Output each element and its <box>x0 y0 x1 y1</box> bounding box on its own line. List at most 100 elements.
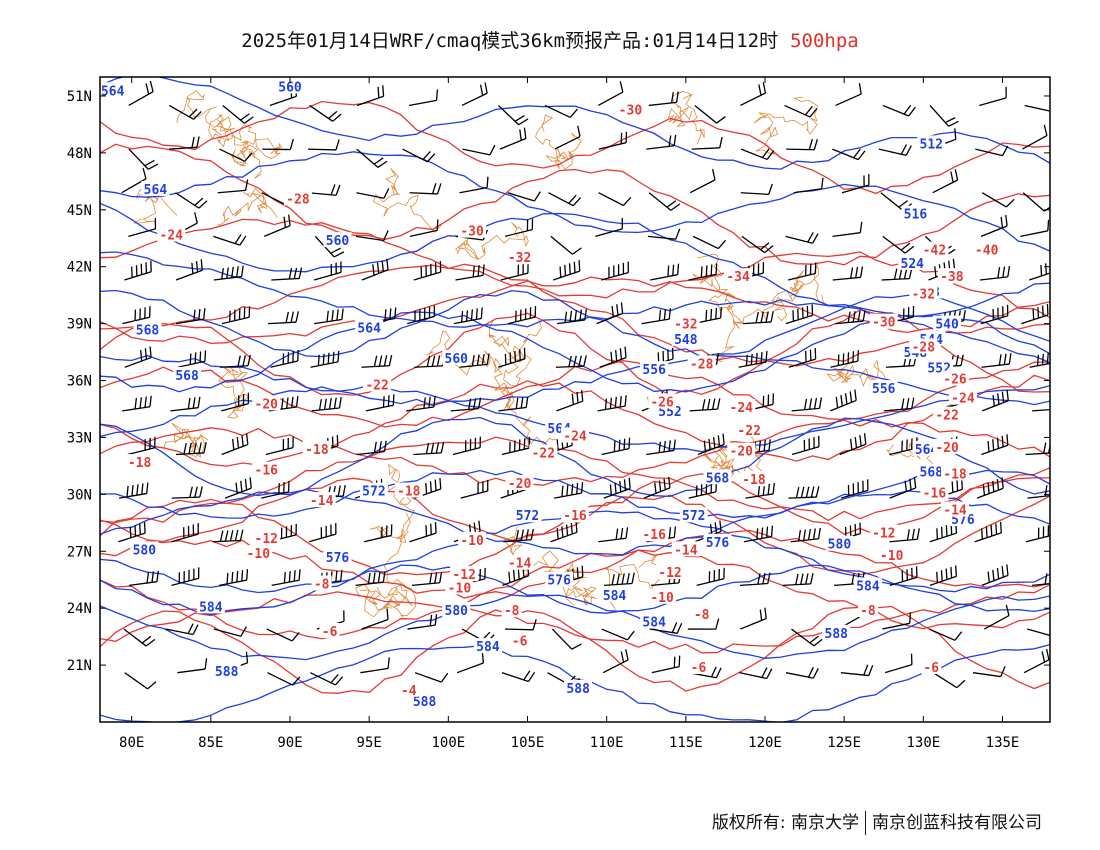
temperature-label: -38 <box>940 270 964 285</box>
temperature-label-bg <box>691 605 712 621</box>
wind-barb <box>308 184 341 196</box>
wind-barb <box>981 353 1012 368</box>
wind-barb <box>501 670 536 683</box>
height-label: 572 <box>682 509 705 524</box>
temperature-label: -20 <box>730 445 754 460</box>
wind-barb <box>550 521 578 543</box>
wind-barb <box>1025 525 1050 543</box>
boundary-line <box>426 330 503 387</box>
wind-barb <box>361 258 389 281</box>
wind-barb <box>502 564 530 587</box>
temperature-label-bg <box>948 389 977 405</box>
wind-barb <box>498 347 526 368</box>
temperature-label: -18 <box>742 473 766 488</box>
wind-barb <box>270 349 299 368</box>
wind-barb <box>791 628 823 647</box>
wind-barb <box>601 628 635 641</box>
wind-barb <box>453 307 483 325</box>
temperature-label-bg <box>941 501 969 517</box>
wind-barb <box>643 476 671 499</box>
wind-barb <box>221 392 250 412</box>
height-label-bg <box>359 482 388 498</box>
temperature-label: -14 <box>508 557 532 572</box>
lat-tick-label: 30N <box>67 487 92 503</box>
credit-separator <box>865 811 866 835</box>
lon-tick-label: 100E <box>431 735 465 751</box>
temperature-label: -10 <box>880 549 904 564</box>
height-label-bg <box>703 469 732 485</box>
temperature-label-bg <box>727 442 756 458</box>
wind-barb <box>548 192 582 207</box>
wind-barb <box>692 235 727 250</box>
wind-barb <box>647 228 681 240</box>
wind-barb <box>601 437 631 456</box>
height-contour <box>100 77 1050 170</box>
temperature-label: -16 <box>563 509 587 524</box>
wind-barb <box>981 434 1009 456</box>
wind-barb <box>980 304 1009 325</box>
height-label-bg <box>173 366 202 382</box>
wind-barb <box>268 311 299 325</box>
wind-barb <box>835 83 862 107</box>
temperature-label-bg <box>311 575 332 591</box>
wind-barb <box>507 306 537 325</box>
height-label: 560 <box>326 234 350 249</box>
temperature-label-bg <box>505 554 534 570</box>
wind-barb <box>689 398 721 412</box>
temperature-contour <box>100 276 1050 345</box>
wind-barb <box>979 86 1007 107</box>
temperature-label: -22 <box>365 378 388 393</box>
wind-barb <box>648 91 679 107</box>
wind-barb <box>787 262 817 281</box>
wind-barb <box>271 267 303 281</box>
wind-barb <box>128 80 154 107</box>
height-label: 580 <box>828 538 852 553</box>
temperature-label-bg <box>505 249 534 265</box>
wind-barb <box>309 104 342 122</box>
temperature-label-bg <box>302 440 331 456</box>
wind-barb <box>788 486 820 499</box>
temperature-label: -6 <box>322 625 338 640</box>
wind-barb <box>122 395 152 412</box>
wind-barb <box>791 435 820 456</box>
wind-barb <box>459 176 489 194</box>
wind-barb <box>641 308 672 325</box>
temperature-contour <box>100 418 1050 486</box>
wind-barb <box>168 136 200 150</box>
height-label-bg <box>898 254 927 270</box>
wind-barb <box>782 572 814 587</box>
height-label: 548 <box>674 333 698 348</box>
temperature-label: -12 <box>658 566 681 581</box>
temperature-label: -18 <box>397 485 421 500</box>
height-label-bg <box>869 380 898 396</box>
wind-barb <box>981 192 1015 208</box>
wind-barb <box>411 571 443 587</box>
wind-barb <box>696 567 725 587</box>
wind-barb <box>168 104 202 120</box>
wind-barb <box>979 265 1011 281</box>
height-label-bg <box>671 330 700 346</box>
temperature-label-bg <box>283 190 312 206</box>
temperature-label-bg <box>727 399 756 415</box>
height-label-bg <box>473 638 502 654</box>
temperature-label-bg <box>933 438 962 454</box>
height-label: 572 <box>516 509 539 524</box>
height-contour <box>100 289 1050 358</box>
height-label-bg <box>133 321 162 337</box>
temperature-label: -14 <box>310 494 334 509</box>
wind-barb <box>691 136 723 150</box>
wind-barb <box>127 436 156 456</box>
temperature-label-bg <box>921 658 942 674</box>
wind-barb <box>124 260 152 281</box>
wind-barb <box>694 104 726 124</box>
temperature-label-bg <box>505 474 534 490</box>
wind-barb <box>832 266 864 281</box>
wind-barb <box>355 571 386 587</box>
height-label-bg <box>917 135 946 151</box>
wind-barb <box>501 437 531 456</box>
wind-barb <box>460 480 489 499</box>
temperature-label-bg <box>319 622 340 638</box>
height-label: 588 <box>413 695 437 710</box>
wind-barb <box>603 477 631 499</box>
